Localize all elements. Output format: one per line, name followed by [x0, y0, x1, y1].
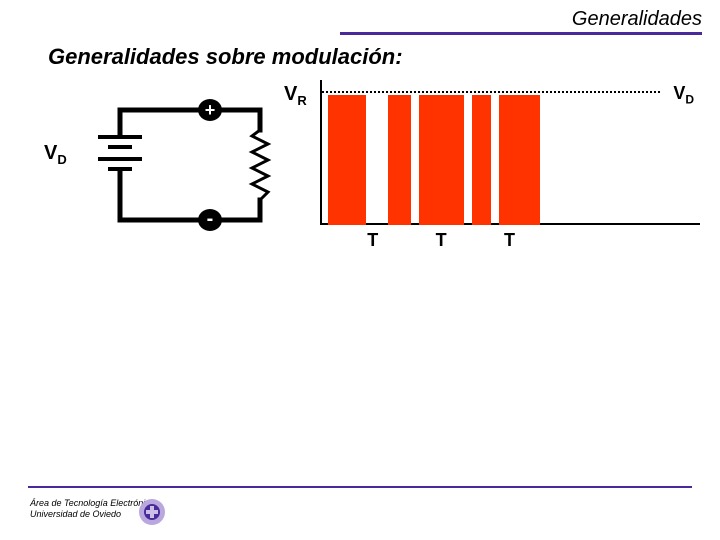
circuit-diagram: + - VD [50, 90, 300, 240]
period-label: T [367, 230, 378, 251]
vd-axis-label: VD [673, 83, 694, 107]
pwm-chart: VR VD TTT [320, 85, 700, 255]
pwm-bar [499, 95, 541, 225]
university-logo-icon [138, 498, 166, 526]
plus-icon: + [205, 100, 216, 120]
y-axis [320, 80, 322, 225]
header-rule [340, 32, 702, 35]
circuit-vd-label: VD [44, 142, 67, 167]
vd-reference-line [322, 91, 660, 93]
footer-rule [28, 486, 692, 488]
vr-axis-label: VR [284, 83, 307, 108]
pwm-bar [419, 95, 465, 225]
period-label: T [436, 230, 447, 251]
page-title: Generalidades [572, 8, 702, 31]
pwm-bar [328, 95, 366, 225]
section-subtitle: Generalidades sobre modulación: [48, 44, 403, 70]
pwm-bar [472, 95, 491, 225]
pwm-bar [388, 95, 411, 225]
period-label: T [504, 230, 515, 251]
minus-icon: - [207, 208, 214, 230]
